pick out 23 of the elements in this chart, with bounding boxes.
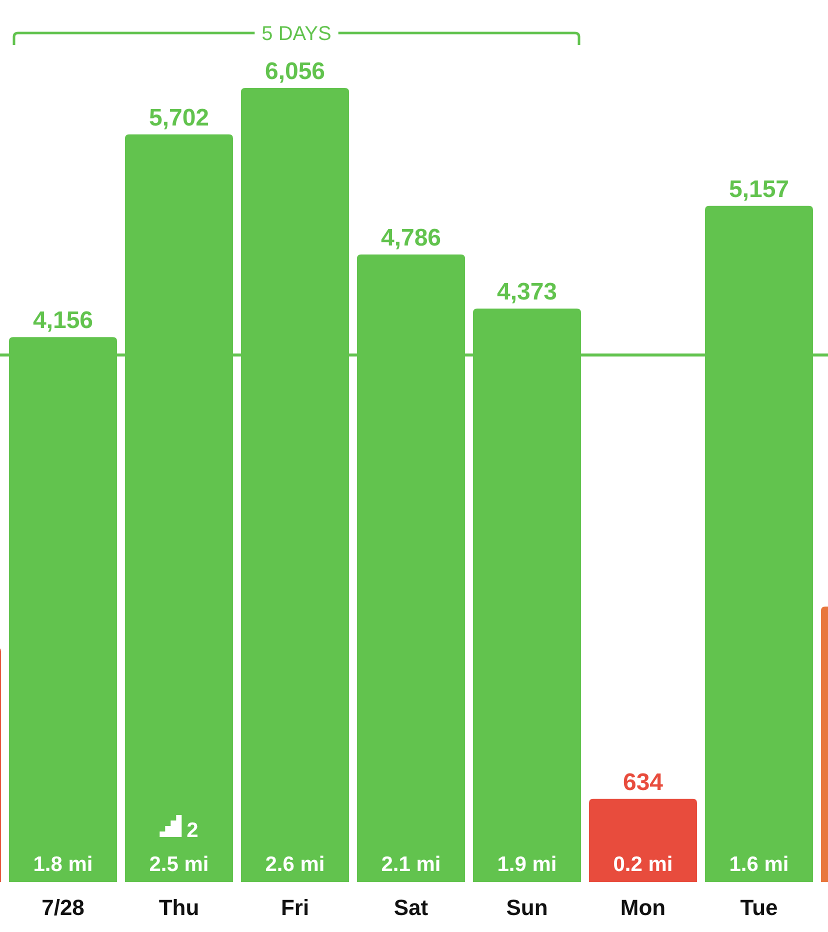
annotation: 0.2 mi: [613, 853, 673, 876]
data-label: 5,702: [148, 104, 210, 132]
data-label: 6,056: [264, 58, 326, 85]
x-tick-label: Sat: [394, 895, 429, 920]
annotation: 1.8 mi: [33, 853, 93, 876]
data-label: 4,373: [496, 278, 558, 306]
data-label: 4,156: [32, 307, 94, 334]
annotation: 1.9 mi: [497, 853, 557, 876]
x-tick-label: Sun: [506, 895, 548, 920]
x-tick-label: 7/28: [42, 895, 84, 920]
data-label: 5,157: [728, 176, 790, 203]
data-label: 634: [622, 768, 664, 796]
x-tick-label: Tue: [740, 895, 778, 920]
annotation: 2.5 mi: [149, 853, 209, 876]
annotation: 1.6 mi: [729, 853, 789, 876]
annotation: 2: [186, 819, 198, 842]
annotation: 2.1 mi: [381, 853, 441, 876]
x-tick-label: Fri: [280, 895, 310, 920]
annotation: 2.6 mi: [265, 853, 325, 876]
x-tick-label: Mon: [620, 895, 666, 920]
text: 5 DAYS: [262, 23, 332, 45]
data-label: 4,786: [380, 224, 442, 252]
x-tick-label: Thu: [158, 895, 200, 920]
